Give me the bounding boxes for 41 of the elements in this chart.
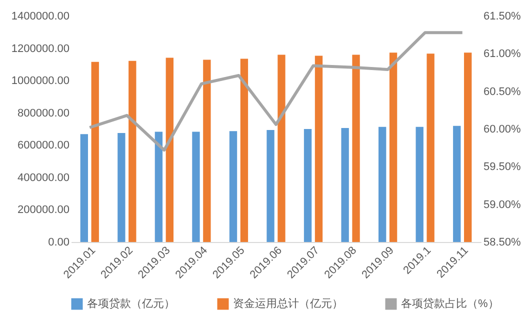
bar	[240, 58, 248, 242]
bar	[416, 126, 424, 242]
bar	[229, 131, 238, 242]
bar	[314, 56, 323, 242]
y2-tick-label: 59.50%	[484, 161, 522, 174]
y-tick-label: 0.00	[48, 236, 70, 248]
bar	[378, 126, 386, 242]
y2-tick-label: 58.50%	[484, 236, 522, 248]
bar	[80, 134, 88, 242]
bar	[154, 132, 163, 242]
y-tick-label: 600000.00	[18, 140, 70, 152]
y-tick-label: 200000.00	[18, 204, 70, 216]
y2-tick-label: 60.50%	[484, 86, 522, 98]
legend-label: 各项贷款占比（%）	[401, 297, 499, 310]
legend-label: 资金运用总计（亿元）	[233, 297, 343, 310]
bar	[192, 132, 200, 242]
bar	[341, 128, 349, 242]
y2-tick-label: 61.00%	[484, 48, 522, 60]
bar	[266, 130, 274, 242]
y-tick-label: 1400000.00	[11, 10, 70, 22]
legend-label: 各项贷款（亿元）	[87, 297, 175, 310]
bar	[91, 62, 99, 242]
y2-tick-label: 60.00%	[484, 124, 522, 136]
bar	[389, 52, 398, 242]
bar	[118, 133, 126, 242]
bar	[464, 52, 472, 242]
bar	[203, 60, 211, 242]
y-tick-label: 800000.00	[18, 107, 70, 120]
bar	[128, 60, 136, 242]
y2-tick-label: 61.50%	[484, 10, 522, 22]
bar	[166, 58, 174, 242]
bar	[278, 54, 286, 242]
y-tick-label: 1000000.00	[11, 75, 70, 88]
bar	[304, 129, 312, 242]
y2-tick-label: 59.00%	[484, 198, 522, 211]
y-tick-label: 400000.00	[18, 172, 70, 184]
line-series	[88, 31, 464, 152]
y-tick-label: 1200000.00	[11, 42, 70, 55]
bar	[453, 126, 461, 242]
bar	[352, 54, 360, 242]
bar	[426, 54, 434, 242]
